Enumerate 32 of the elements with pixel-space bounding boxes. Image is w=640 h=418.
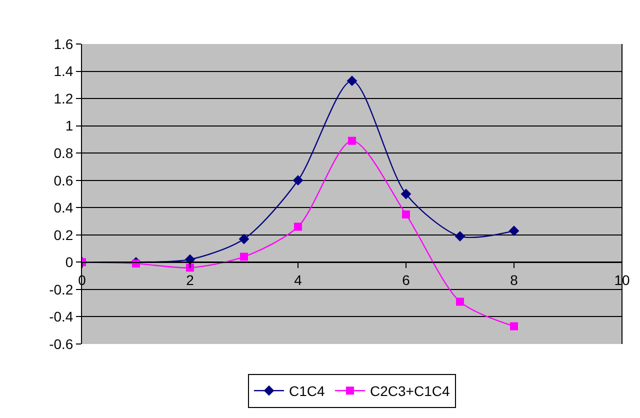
point — [400, 188, 412, 200]
point — [348, 136, 356, 145]
y-tick-label: 0.4 — [54, 200, 74, 216]
point — [346, 76, 358, 86]
x-tick-label: 2 — [186, 272, 194, 288]
y-tick-label: 0.2 — [54, 226, 74, 243]
y-tick-label: 0.6 — [54, 172, 74, 188]
x-tick-label: 8 — [510, 272, 518, 288]
point — [238, 234, 250, 244]
point — [184, 254, 196, 265]
point — [294, 222, 302, 231]
y-tick-label: 1.6 — [54, 36, 74, 52]
y-tick-label: -0.2 — [49, 281, 74, 298]
point — [402, 210, 410, 218]
legend-label: C2C3+C1C4 — [370, 383, 450, 400]
point — [508, 226, 520, 236]
point — [186, 264, 194, 272]
point — [510, 322, 518, 330]
point — [456, 298, 464, 306]
y-tick-label: 0.8 — [54, 144, 74, 161]
point — [240, 252, 248, 261]
x-tick-label: 6 — [402, 272, 410, 288]
y-tick-label: -0.4 — [49, 308, 74, 325]
x-tick-label: 4 — [294, 272, 302, 288]
legend-label: C1C4 — [289, 383, 326, 400]
y-tick-label: 1 — [65, 118, 74, 134]
y-tick-label: 0 — [65, 254, 74, 270]
point — [454, 231, 466, 242]
y-tick-label: 1.2 — [54, 90, 74, 106]
y-tick-label: 1.4 — [54, 63, 74, 80]
y-tick-label: -0.6 — [49, 336, 74, 352]
point — [292, 175, 304, 186]
